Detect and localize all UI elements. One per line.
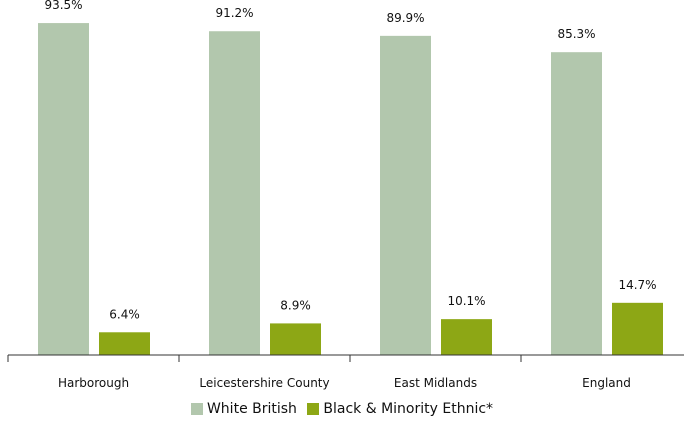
category-label-0: Harborough [58,376,129,390]
legend-label-bme: Black & Minority Ethnic* [323,401,494,417]
data-label-bme-3: 14.7% [618,278,656,292]
bar-bme-1 [270,323,321,355]
bar-white-british-3 [551,52,602,356]
bar-white-british-1 [209,31,260,356]
legend-label-white-british: White British [206,401,297,417]
data-label-white-british-1: 91.2% [215,6,253,20]
data-label-white-british-3: 85.3% [557,27,595,41]
category-labels-group: Harborough Leicestershire County East Midl… [58,376,631,390]
legend-item-bme: Black & Minority Ethnic* [307,401,493,417]
bar-bme-2 [441,319,492,355]
legend-item-white-british: White British [190,401,297,417]
value-labels-group: 93.5% 6.4% 91.2% 8.9% 89.9% 10.1% 85.3% 14.7% [44,0,656,321]
data-label-bme-0: 6.4% [109,307,140,321]
legend-swatch-white-british [190,403,203,415]
bar-white-british-2 [380,35,431,355]
category-label-2: East Midlands [394,376,477,390]
data-label-white-british-0: 93.5% [44,0,82,12]
category-label-1: Leicestershire County [199,376,329,390]
data-label-bme-2: 10.1% [447,294,485,308]
legend-swatch-bme [307,403,320,415]
x-axis [7,354,684,362]
data-label-bme-1: 8.9% [280,298,311,312]
bar-white-british-0 [38,23,89,355]
legend: White British Black & Minority Ethnic* [0,401,684,419]
data-label-white-british-2: 89.9% [386,11,424,25]
category-label-3: England [582,376,631,390]
bar-bme-3 [612,302,663,355]
bars-group [38,23,663,356]
bar-bme-0 [99,332,150,355]
